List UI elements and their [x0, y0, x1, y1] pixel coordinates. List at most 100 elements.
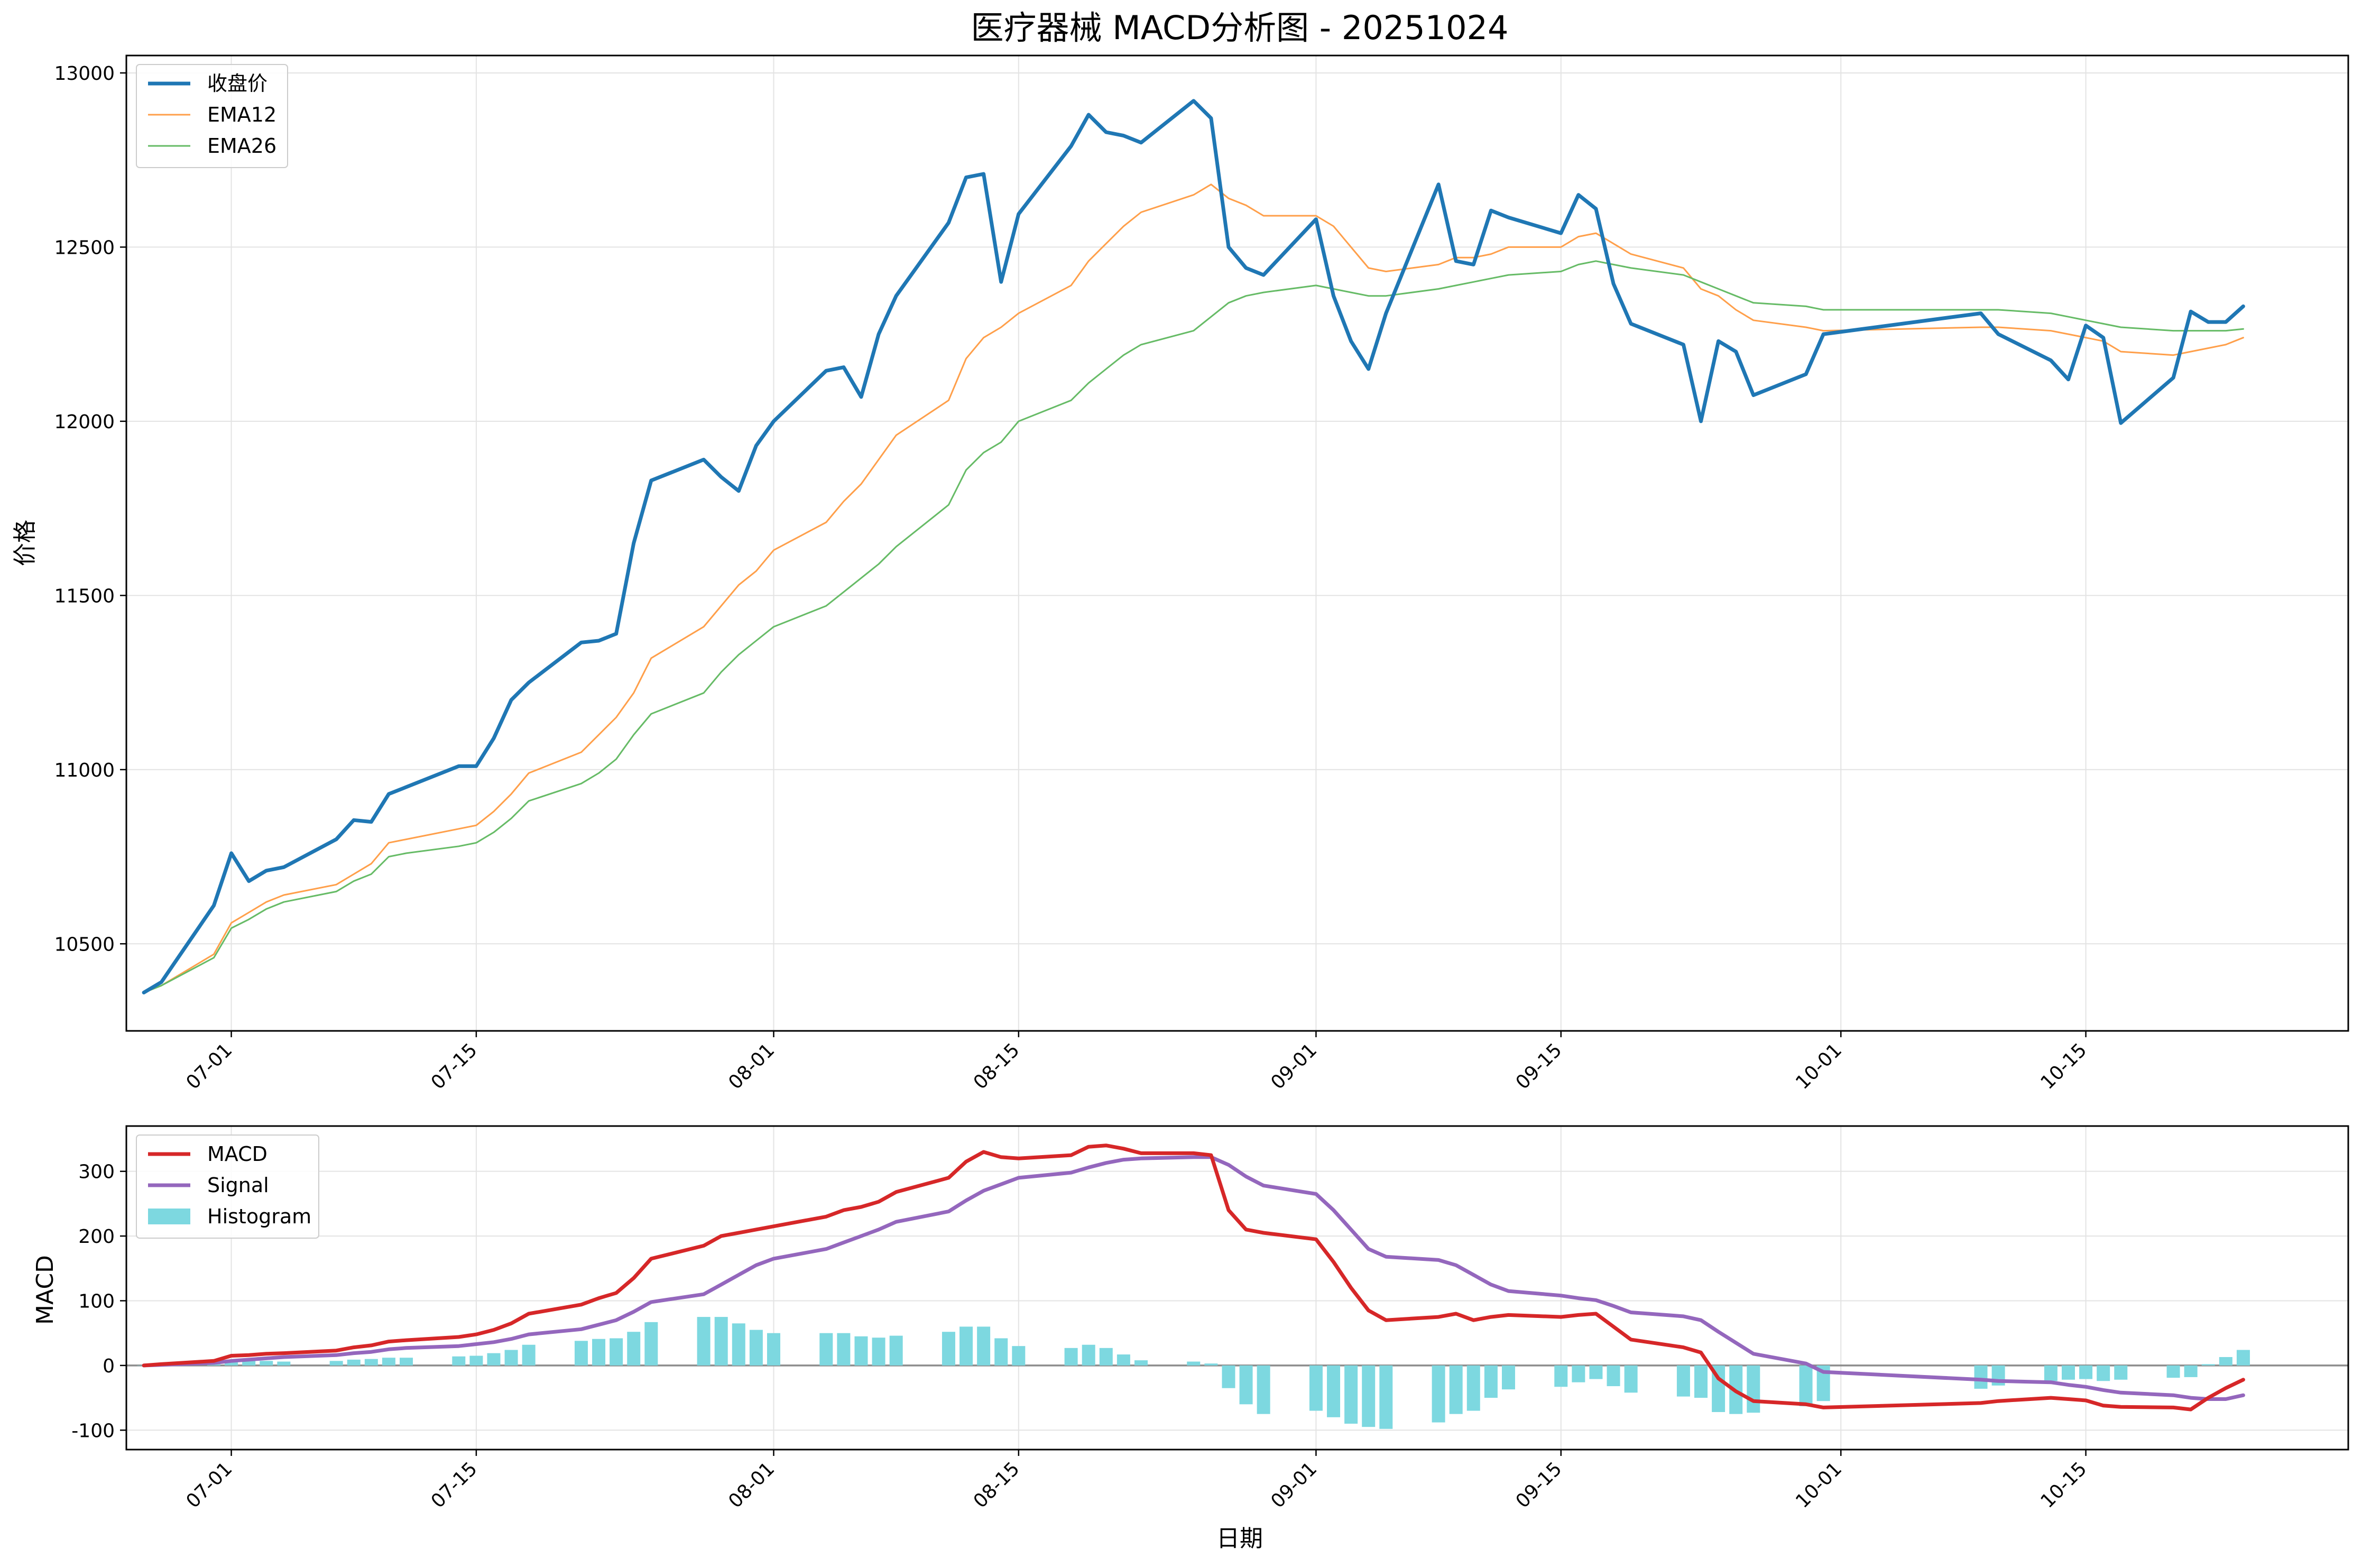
histogram-bar — [1589, 1365, 1603, 1379]
histogram-bar — [1082, 1344, 1095, 1366]
price-legend-box — [136, 64, 288, 168]
histogram-bar — [1379, 1365, 1393, 1429]
macd-series-group — [126, 1143, 2348, 1429]
histogram-bar — [487, 1353, 501, 1366]
histogram-bar — [1257, 1365, 1270, 1414]
macd-y-tick-label: 200 — [78, 1226, 115, 1248]
histogram-bar — [2201, 1364, 2215, 1366]
histogram-bar — [1187, 1361, 1201, 1366]
histogram-bar — [592, 1339, 606, 1366]
histogram-bar — [837, 1333, 851, 1366]
histogram-bar — [277, 1361, 291, 1366]
macd-y-tick-label: -100 — [71, 1420, 115, 1442]
macd-y-tick-label: 100 — [78, 1290, 115, 1312]
histogram-bar — [1799, 1365, 1813, 1406]
histogram-bar — [1694, 1365, 1708, 1398]
histogram-bar — [819, 1333, 833, 1366]
histogram-bar — [749, 1330, 763, 1366]
chart-title: 医疗器械 MACD分析图 - 20251024 — [971, 8, 1509, 47]
histogram-bar — [714, 1317, 728, 1366]
histogram-bar — [1624, 1365, 1638, 1393]
histogram-bar — [732, 1323, 745, 1366]
histogram-bar — [2166, 1365, 2180, 1378]
histogram-bar — [889, 1335, 903, 1366]
histogram-bar — [400, 1358, 413, 1366]
histogram-bar — [364, 1359, 378, 1366]
histogram-bar — [574, 1341, 588, 1366]
histogram-bar — [2184, 1365, 2198, 1377]
histogram-bar — [1012, 1346, 1026, 1366]
histogram-bar — [1466, 1365, 1480, 1411]
histogram-bar — [942, 1332, 955, 1366]
histogram-bar — [994, 1338, 1008, 1366]
macd-x-axis-label: 日期 — [1216, 1525, 1263, 1552]
legend-macd-label: MACD — [207, 1142, 267, 1166]
macd-legend: MACD Signal Histogram — [136, 1135, 319, 1239]
histogram-bar — [1974, 1365, 1988, 1389]
histogram-bar — [347, 1359, 361, 1366]
histogram-bar — [2097, 1365, 2110, 1381]
histogram-bar — [959, 1326, 973, 1366]
legend-signal-label: Signal — [207, 1174, 269, 1197]
histogram-bar — [1362, 1365, 1376, 1427]
macd-axes-frame — [125, 1125, 2349, 1451]
histogram-bar — [627, 1332, 641, 1366]
macd-y-axis-label: MACD — [32, 1255, 59, 1325]
histogram-bar — [1064, 1348, 1078, 1366]
histogram-bar — [2061, 1365, 2075, 1380]
histogram-bar — [2236, 1350, 2250, 1366]
price-y-tick-label: 12000 — [54, 411, 115, 433]
histogram-bar — [329, 1361, 343, 1366]
histogram-bar — [2114, 1365, 2128, 1380]
histogram-bar — [1099, 1348, 1113, 1366]
price-y-tick-label: 11500 — [54, 585, 115, 607]
histogram-bar — [697, 1317, 711, 1366]
histogram-bar — [2079, 1365, 2093, 1379]
histogram-bar — [225, 1360, 238, 1366]
histogram-bar — [977, 1326, 991, 1366]
legend-close-label: 收盘价 — [207, 72, 267, 95]
histogram-bar — [522, 1344, 536, 1366]
histogram-bar — [1239, 1365, 1253, 1405]
histogram-bar — [1572, 1365, 1585, 1382]
histogram-bar — [1204, 1363, 1218, 1366]
histogram-bar — [2219, 1357, 2232, 1366]
macd-y-tick-label: 0 — [103, 1355, 115, 1377]
histogram-bar — [1344, 1365, 1358, 1424]
legend-ema26-label: EMA26 — [207, 134, 276, 158]
histogram-bar — [1607, 1365, 1620, 1387]
price-series-group — [142, 99, 2245, 994]
price-axes-frame — [125, 54, 2349, 1032]
price-y-tick-label: 11000 — [54, 760, 115, 781]
histogram-bar — [1554, 1365, 1568, 1387]
legend-ema12-label: EMA12 — [207, 103, 276, 126]
histogram-bar — [872, 1338, 885, 1366]
histogram-bar — [260, 1361, 273, 1366]
histogram-bar — [854, 1336, 868, 1366]
histogram-bar — [1432, 1365, 1445, 1423]
histogram-bar — [1484, 1365, 1498, 1398]
histogram-bar — [2044, 1365, 2057, 1381]
price-y-ticks: 10500 11000 11500 12000 12500 13000 — [54, 63, 126, 955]
price-y-tick-label: 12500 — [54, 237, 115, 259]
histogram-bar — [610, 1338, 623, 1366]
legend-histogram-label: Histogram — [207, 1205, 311, 1228]
histogram-bar — [1501, 1365, 1515, 1390]
histogram-bar — [1117, 1354, 1130, 1366]
histogram-bar — [382, 1358, 395, 1366]
price-y-tick-label: 10500 — [54, 934, 115, 955]
histogram-bar — [767, 1333, 780, 1366]
histogram-bar — [1309, 1365, 1323, 1411]
histogram-bar — [644, 1322, 658, 1366]
histogram-bar — [1327, 1365, 1341, 1417]
legend-histogram-swatch — [148, 1209, 190, 1224]
price-y-tick-label: 13000 — [54, 63, 115, 85]
macd-y-ticks: -100 0 100 200 300 — [71, 1161, 126, 1442]
price-legend: 收盘价 EMA12 EMA26 — [136, 64, 288, 168]
histogram-bar — [1747, 1365, 1760, 1413]
histogram-bar — [452, 1356, 466, 1366]
